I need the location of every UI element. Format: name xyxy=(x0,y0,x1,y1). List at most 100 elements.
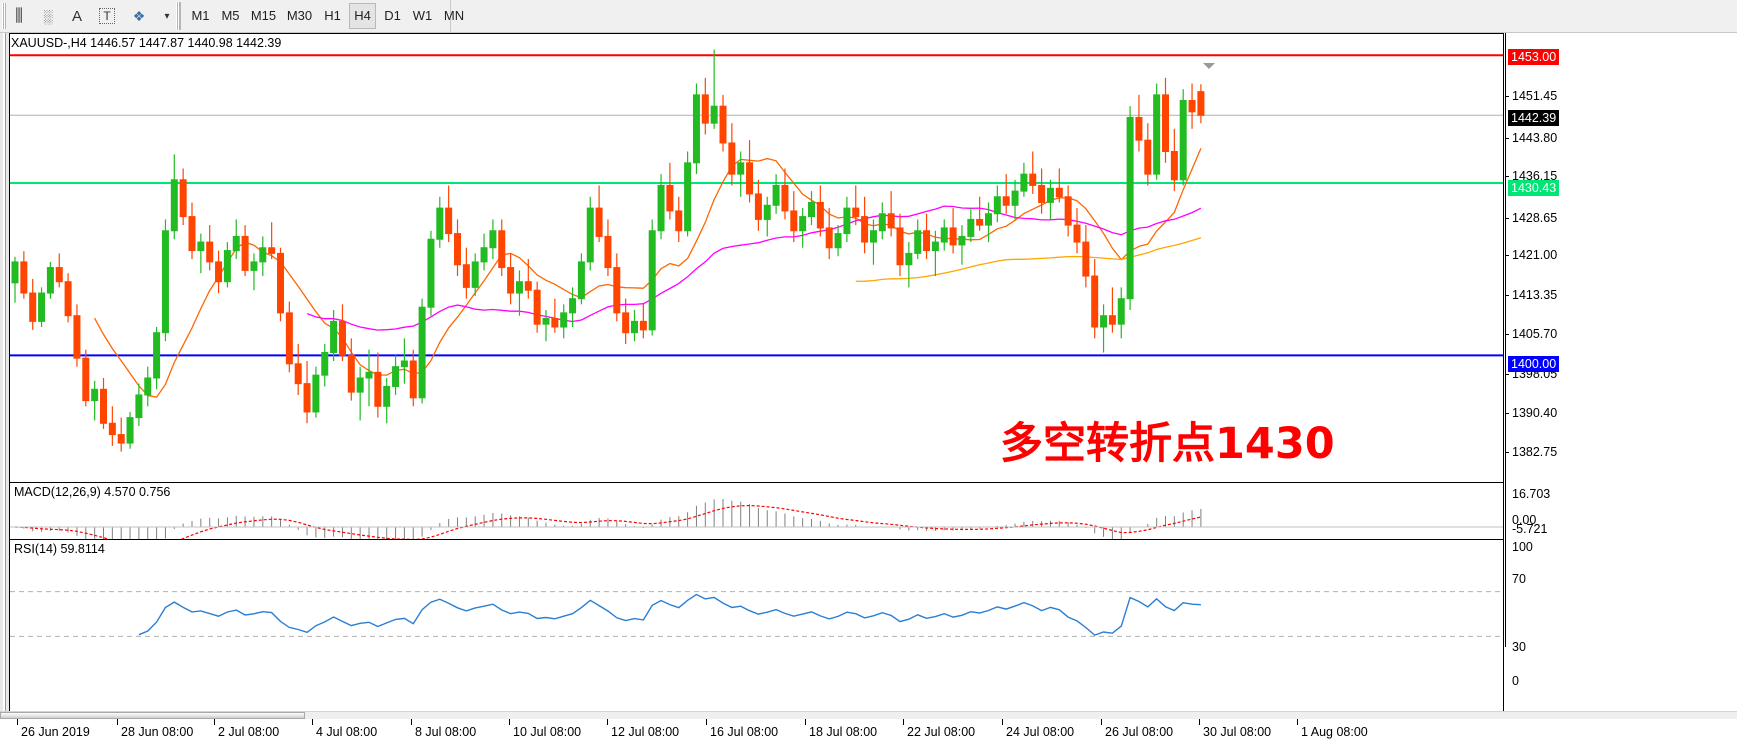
price-tag-value: 1442.39 xyxy=(1511,111,1557,125)
x-axis-tick xyxy=(214,718,215,725)
rsi-axis-label: 100 xyxy=(1512,540,1533,554)
chart-area: XAUUSD-,H4 1446.57 1447.87 1440.98 1442.… xyxy=(0,33,1737,752)
rsi-label: RSI(14) 59.8114 xyxy=(14,542,105,556)
timeframe-button-mn[interactable]: MN xyxy=(439,3,469,29)
rsi-chart-svg xyxy=(10,591,1503,637)
macd-label: MACD(12,26,9) 4.570 0.756 xyxy=(14,485,171,499)
symbol-ohlc-readout: XAUUSD-,H4 1446.57 1447.87 1440.98 1442.… xyxy=(11,36,282,50)
price-axis-tick xyxy=(1505,255,1509,256)
x-axis-label: 26 Jul 08:00 xyxy=(1105,725,1174,739)
x-axis-label: 1 Aug 08:00 xyxy=(1301,725,1368,739)
timeframe-button-m1[interactable]: M1 xyxy=(187,3,214,29)
price-axis-label: 1405.70 xyxy=(1512,327,1558,341)
x-axis-label: 22 Jul 08:00 xyxy=(907,725,976,739)
timeframe-label: D1 xyxy=(384,8,401,23)
rsi-pane[interactable]: RSI(14) 59.8114 xyxy=(10,539,1503,681)
rsi-axis-label: 30 xyxy=(1512,640,1526,654)
x-axis-label: 26 Jun 2019 xyxy=(21,725,90,739)
price-axis-label: 1382.75 xyxy=(1512,445,1558,459)
timeframe-label: W1 xyxy=(412,8,433,23)
rsi-axis-label: 70 xyxy=(1512,572,1526,586)
text-box-icon-glyph: T xyxy=(99,8,115,24)
price-axis-tick xyxy=(1505,176,1509,177)
grid-icon[interactable]: ░ xyxy=(32,3,62,29)
scale-marker-icon xyxy=(1203,63,1215,69)
x-axis-label: 30 Jul 08:00 xyxy=(1203,725,1272,739)
price-axis-label: 1390.40 xyxy=(1512,406,1558,420)
x-axis-label: 4 Jul 08:00 xyxy=(316,725,378,739)
timeframe-button-m5[interactable]: M5 xyxy=(217,3,244,29)
timeframe-button-m15[interactable]: M15 xyxy=(247,3,280,29)
x-axis-label: 18 Jul 08:00 xyxy=(809,725,878,739)
x-axis[interactable]: 26 Jun 2019 28 Jun 08:00 2 Jul 08:00 4 Jul … xyxy=(9,718,1505,744)
resistance-price-tag[interactable]: 1453.00 xyxy=(1508,49,1560,65)
x-axis-label: 2 Jul 08:00 xyxy=(218,725,280,739)
price-tag-value: 1400.00 xyxy=(1511,357,1557,371)
macd-axis-label: 0.00 xyxy=(1512,513,1537,527)
x-axis-tick xyxy=(509,718,510,725)
toolbar-divider xyxy=(450,0,451,33)
x-axis-label: 24 Jul 08:00 xyxy=(1006,725,1075,739)
price-axis-label: 1436.15 xyxy=(1512,169,1558,183)
timeframe-label: MN xyxy=(443,8,465,23)
x-axis-tick xyxy=(1002,718,1003,725)
scrollbar-thumb[interactable] xyxy=(0,712,305,719)
text-label-icon-glyph: A xyxy=(71,7,82,25)
x-axis-label: 10 Jul 08:00 xyxy=(513,725,582,739)
price-axis-tick xyxy=(1505,413,1509,414)
macd-pane[interactable]: MACD(12,26,9) 4.570 0.756 xyxy=(10,482,1503,539)
last-price-tag[interactable]: 1442.39 xyxy=(1508,110,1560,126)
chart-annotation-text: 多空转折点1430 xyxy=(1000,419,1335,469)
rsi-axis-label: 0 xyxy=(1512,674,1519,688)
chevron-down-icon[interactable]: ▾ xyxy=(160,3,174,29)
x-axis-tick xyxy=(903,718,904,725)
pivot-price-tag[interactable]: 1430.43 xyxy=(1508,180,1560,196)
x-axis-tick xyxy=(1199,718,1200,725)
price-tag-value: 1453.00 xyxy=(1511,50,1557,64)
support-price-tag[interactable]: 1400.00 xyxy=(1508,356,1560,372)
main-toolbar: ⫼ ░ A T ❖ ▾ M1 M5 M15 M30 H1 H4 D1 W1 MN xyxy=(0,0,1737,33)
price-axis-tick xyxy=(1505,295,1509,296)
x-axis-tick xyxy=(1101,718,1102,725)
timeframe-button-w1[interactable]: W1 xyxy=(409,3,436,29)
toolbar-drag-handle[interactable] xyxy=(2,3,6,29)
timeframe-label: M30 xyxy=(286,8,313,23)
price-axis-label: 1413.35 xyxy=(1512,288,1558,302)
x-axis-tick xyxy=(805,718,806,725)
objects-icon[interactable]: ❖ xyxy=(124,3,154,29)
price-axis-tick xyxy=(1505,452,1509,453)
timeframe-button-d1[interactable]: D1 xyxy=(379,3,406,29)
price-pane[interactable] xyxy=(10,34,1503,481)
price-axis-label: 1443.80 xyxy=(1512,131,1558,145)
price-axis-tick xyxy=(1505,138,1509,139)
indicators-icon[interactable]: ⫼ xyxy=(4,3,34,29)
x-axis-label: 8 Jul 08:00 xyxy=(415,725,477,739)
horizontal-scrollbar[interactable] xyxy=(0,711,1737,719)
price-chart-svg xyxy=(10,49,1503,452)
x-axis-tick xyxy=(706,718,707,725)
text-label-icon[interactable]: A xyxy=(62,3,92,29)
x-axis-label: 12 Jul 08:00 xyxy=(611,725,680,739)
x-axis-label: 16 Jul 08:00 xyxy=(710,725,779,739)
timeframe-label: H4 xyxy=(354,8,371,23)
x-axis-tick xyxy=(1297,718,1298,725)
x-axis-tick xyxy=(117,718,118,725)
timeframe-button-h1[interactable]: H1 xyxy=(319,3,346,29)
timeframe-label: H1 xyxy=(324,8,341,23)
x-axis-tick xyxy=(411,718,412,725)
vertical-scrollbar[interactable] xyxy=(0,33,9,718)
text-box-icon[interactable]: T xyxy=(92,3,122,29)
grid-icon-glyph: ░ xyxy=(43,8,52,24)
price-axis-tick xyxy=(1505,334,1509,335)
price-axis-label: 1421.00 xyxy=(1512,248,1558,262)
macd-axis-label: -5.721 xyxy=(1512,522,1548,536)
x-axis-tick xyxy=(17,718,18,725)
price-axis-label: 1451.45 xyxy=(1512,89,1558,103)
timeframe-button-m30[interactable]: M30 xyxy=(283,3,316,29)
price-axis[interactable]: 1451.45 1443.80 1436.15 1428.65 1421.00 1413.… xyxy=(1505,33,1737,718)
price-axis-label: 1428.65 xyxy=(1512,211,1558,225)
timeframe-label: M5 xyxy=(221,8,240,23)
timeframe-button-h4[interactable]: H4 xyxy=(349,3,376,29)
price-axis-divider xyxy=(1505,33,1506,647)
price-axis-tick xyxy=(1505,218,1509,219)
